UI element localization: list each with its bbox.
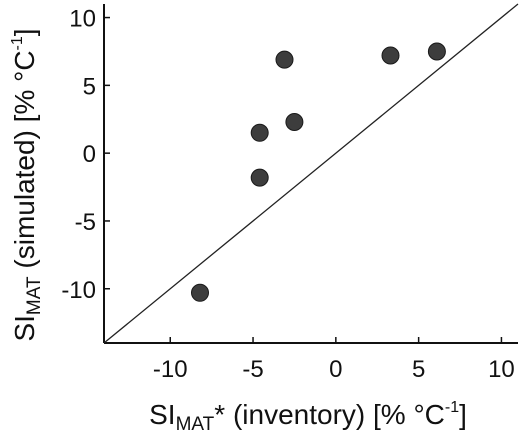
data-points [191,42,446,302]
data-point [191,283,209,302]
y-axis-title: SIMAT (simulated) [% °C-1] [9,28,45,341]
y-tick-label: 10 [69,6,96,33]
x-axis-title: SIMAT* (inventory) [% °C-1] [149,399,467,435]
data-point [250,168,269,187]
plot-area: -10 -5 0 5 10 -10 -5 0 5 10 [61,3,519,383]
x-tick-label: -10 [153,356,188,383]
y-tick-label: 0 [83,141,96,168]
y-tick-label: 5 [83,73,96,100]
x-tick-label: -5 [242,356,263,383]
data-point [285,113,304,131]
data-point [381,46,400,65]
y-axis-ticks: -10 -5 0 5 10 [61,6,110,304]
data-point [275,50,294,69]
y-tick-label: -10 [61,277,96,304]
x-tick-label: 0 [329,356,342,383]
x-tick-label: 10 [488,356,515,383]
y-tick-label: -5 [75,209,96,236]
x-tick-label: 5 [412,356,425,383]
data-point [250,123,269,142]
one-to-one-line [103,3,519,344]
data-point [427,42,446,61]
x-axis-ticks: -10 -5 0 5 10 [153,337,515,383]
